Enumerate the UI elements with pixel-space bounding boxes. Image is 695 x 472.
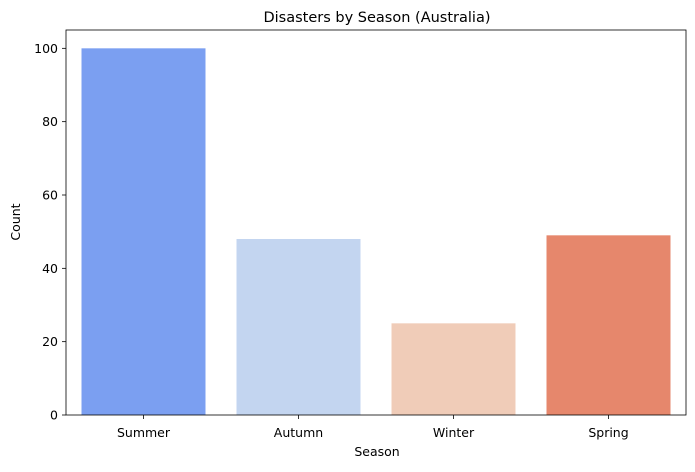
- bar-autumn: [236, 239, 361, 415]
- chart-title: Disasters by Season (Australia): [263, 10, 490, 26]
- y-axis-label: Count: [8, 203, 23, 240]
- x-axis-label: Season: [354, 444, 399, 459]
- y-tick-label: 0: [50, 408, 58, 423]
- bars-group: [81, 48, 671, 415]
- bar-winter: [391, 323, 516, 415]
- y-tick-label: 20: [42, 334, 58, 349]
- x-tick-label: Summer: [117, 425, 171, 440]
- y-tick-label: 100: [34, 41, 58, 56]
- bar-summer: [81, 48, 206, 415]
- x-axis: Summer Autumn Winter Spring: [117, 415, 629, 440]
- plot-frame: [65, 29, 687, 416]
- y-axis: 0 20 40 60 80 100: [34, 41, 66, 423]
- x-tick-label: Winter: [433, 425, 475, 440]
- y-tick-label: 40: [42, 261, 58, 276]
- bar-spring: [546, 235, 671, 415]
- y-tick-label: 60: [42, 188, 58, 203]
- x-tick-label: Autumn: [274, 425, 323, 440]
- y-tick-label: 80: [42, 114, 58, 129]
- x-tick-label: Spring: [588, 425, 628, 440]
